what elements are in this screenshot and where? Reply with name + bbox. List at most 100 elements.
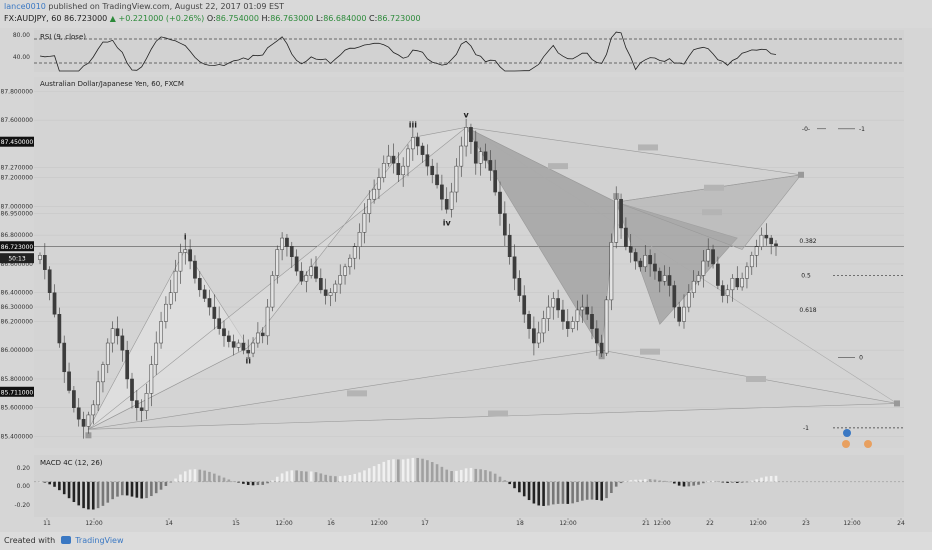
candle-down: [483, 151, 488, 161]
price-tick-label: 87.270000: [1, 165, 34, 172]
close-value: 86.723000: [377, 14, 421, 23]
candle-up: [86, 414, 91, 427]
macd-bar: [416, 457, 419, 482]
macd-bar: [222, 477, 226, 482]
macd-bar: [639, 479, 642, 482]
price-label-box: [0, 136, 34, 147]
macd-bar: [62, 481, 66, 495]
macd-bar: [440, 466, 444, 482]
candle-up: [580, 306, 585, 311]
macd-bar: [266, 481, 269, 484]
macd-bar: [765, 476, 768, 482]
tradingview-link[interactable]: TradingView: [75, 536, 124, 545]
candlestick-series: [38, 118, 778, 439]
macd-bar: [285, 471, 289, 482]
wave-label-v: v: [463, 110, 469, 119]
event-icon[interactable]: [842, 440, 850, 448]
macd-bar: [493, 473, 497, 482]
candle-up: [309, 266, 314, 276]
author-link[interactable]: lance0010: [4, 2, 46, 11]
candle-down: [134, 400, 139, 408]
price-label-box: [0, 386, 34, 397]
macd-bar: [246, 481, 250, 485]
macd-bar: [474, 468, 478, 482]
macd-bar: [121, 481, 124, 496]
candle-up: [575, 309, 580, 322]
price-tick-label: 85.600000: [1, 405, 34, 412]
macd-bar: [72, 481, 76, 503]
candle-down: [502, 213, 507, 236]
macd-bar: [164, 481, 168, 486]
macd-bar: [305, 471, 308, 482]
macd-bar: [251, 481, 255, 486]
macd-bar: [208, 471, 211, 482]
fib-label: -0-: [802, 126, 810, 133]
macd-bar: [406, 458, 410, 482]
low-value: 86.684000: [323, 14, 367, 23]
candle-up: [159, 321, 163, 344]
macd-bar: [353, 473, 357, 482]
event-icon[interactable]: [864, 440, 872, 448]
candle-down: [212, 306, 217, 319]
candle-up: [338, 275, 343, 285]
candle-down: [769, 237, 774, 245]
price-label-box: [0, 241, 34, 252]
candle-up: [745, 266, 749, 279]
chart-canvas[interactable]: RSI (9, close) 80.00 40.00 Australian Do…: [0, 28, 932, 532]
macd-bar: [401, 459, 405, 482]
candle-up: [682, 306, 686, 322]
symbol-label[interactable]: FX:AUDJPY, 60: [4, 14, 62, 23]
price-tick-label: 87.200000: [1, 175, 34, 182]
candle-down: [522, 295, 527, 315]
macd-bar: [334, 476, 337, 482]
symbol-line: FX:AUDJPY, 60 86.723000 ▲ +0.221000 (+0.…: [4, 14, 421, 23]
candle-up: [91, 404, 96, 416]
macd-bar: [53, 481, 56, 487]
fib-labels: -0- -1 0.382 0.5 0.618 0 -1: [799, 126, 865, 432]
macd-bar: [343, 475, 347, 482]
candle-up: [275, 249, 280, 276]
pattern-point-marker: [894, 400, 900, 407]
price-label-text: 86.723000: [1, 244, 34, 251]
event-icons[interactable]: [842, 429, 872, 448]
price-label-text: 87.450000: [1, 139, 34, 146]
macd-bar: [227, 479, 231, 482]
candle-down: [425, 154, 430, 167]
candle-down: [67, 371, 71, 391]
publish-line: lance0010 published on TradingView.com, …: [4, 2, 284, 11]
macd-bar: [735, 481, 739, 483]
time-tick-label: 23: [802, 520, 810, 527]
candle-up: [280, 237, 284, 250]
macd-bar: [242, 481, 245, 484]
time-tick-label: 21: [642, 520, 650, 527]
candle-down: [677, 306, 682, 322]
candle-down: [120, 335, 125, 351]
high-label: H:: [261, 14, 271, 23]
macd-bar: [106, 481, 110, 503]
low-label: L:: [316, 14, 324, 23]
time-tick-label: 12:00: [559, 520, 576, 527]
macd-bar: [430, 462, 434, 482]
candle-down: [711, 249, 715, 265]
candle-down: [285, 237, 289, 247]
candle-up: [691, 280, 696, 293]
candle-up: [643, 255, 648, 268]
candle-down: [193, 260, 197, 279]
macd-bar: [624, 481, 628, 482]
time-tick-label: 12:00: [843, 520, 860, 527]
candle-up: [754, 246, 759, 256]
macd-bar: [445, 469, 449, 482]
macd-bar: [547, 481, 550, 506]
candle-up: [740, 278, 744, 288]
macd-bar: [619, 481, 623, 484]
candle-up: [725, 289, 730, 296]
candle-up: [362, 213, 367, 233]
candle-down: [207, 298, 212, 308]
macd-bar: [43, 481, 47, 483]
rsi-line: [39, 31, 777, 72]
candle-down: [624, 227, 628, 247]
rsi-tick-40: 40.00: [13, 54, 30, 61]
time-tick-label: 12:00: [85, 520, 102, 527]
news-icon[interactable]: [843, 429, 851, 437]
